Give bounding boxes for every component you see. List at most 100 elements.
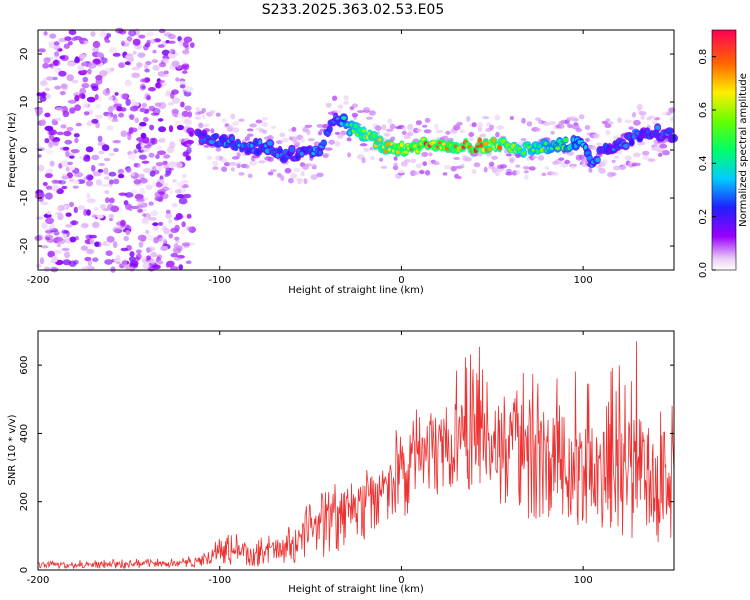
spectrogram-cell <box>379 157 384 162</box>
spectrogram-cell <box>383 132 390 137</box>
spectrogram-cell <box>418 169 425 175</box>
spectrogram-cell <box>357 110 365 113</box>
spectrogram-cell <box>483 166 488 173</box>
spectrogram-cell <box>183 36 193 43</box>
spectrogram-cell <box>488 161 495 167</box>
spectrogram-cell <box>108 152 116 156</box>
spectrogram-cell <box>46 226 54 231</box>
spectrogram-cell <box>91 214 98 218</box>
spectrogram-cell <box>157 79 165 84</box>
spectrogram-cell <box>168 125 174 133</box>
spectrogram-cell <box>96 214 104 219</box>
spectrogram-cell <box>592 133 600 138</box>
spectrogram-cell <box>521 150 526 156</box>
spectrogram-cell <box>618 166 627 170</box>
spectrogram-cell <box>181 110 190 117</box>
spectrogram-cell <box>176 194 185 199</box>
spectrogram-cell <box>409 158 417 164</box>
spectrogram-cell <box>188 131 194 137</box>
spectrogram-cell <box>232 121 240 126</box>
spectrogram-cell <box>43 57 51 64</box>
spectrogram-cell <box>656 148 664 153</box>
spectrogram-cell <box>102 88 111 96</box>
spectrogram-cell <box>363 147 370 152</box>
spectrogram-cell <box>65 150 70 158</box>
spectrogram-cell <box>74 94 80 102</box>
spectrogram-cell <box>255 119 263 124</box>
spectrogram-cell <box>145 184 153 190</box>
spectrogram-cell <box>69 166 75 171</box>
colorbar: 0.0 0.2 0.4 0.6 0.8 Normalized spectral ampl… <box>698 29 749 278</box>
spectrogram-cell <box>172 97 180 104</box>
spectrogram-cell <box>139 177 148 184</box>
spectrogram-cell <box>422 124 428 128</box>
spectrogram-cell <box>125 166 132 173</box>
spectrogram-cell <box>296 177 304 182</box>
spectrogram-cell <box>381 124 387 131</box>
spectrogram-cell <box>617 117 622 124</box>
spectrogram-cell <box>65 212 72 217</box>
spectrogram-cell <box>631 134 636 139</box>
spectrogram-cell <box>642 150 650 156</box>
spectrogram-cell <box>400 161 408 167</box>
spectrogram-cell <box>433 161 440 166</box>
spectrogram-cell <box>445 130 451 135</box>
spectrogram-cell <box>74 137 79 144</box>
spectrogram-cell <box>406 131 414 136</box>
spectrogram-cell <box>100 204 106 210</box>
spectrogram-cell <box>42 181 48 187</box>
spectrogram-cell <box>633 162 641 167</box>
spectrogram-cell <box>572 117 579 122</box>
spectrogram-cell <box>112 140 121 144</box>
spectrogram-cell <box>150 112 160 116</box>
spectrogram-cell <box>66 127 74 131</box>
spectrogram-cell <box>368 110 376 116</box>
spectrogram-cell <box>158 126 167 133</box>
spectrogram-cell <box>168 218 173 224</box>
spectrogram-cell <box>66 62 76 67</box>
spectrogram-cell <box>198 122 204 129</box>
spectrogram-cell <box>230 113 236 120</box>
spectrogram-cell <box>92 40 101 49</box>
spectrogram-cell <box>397 169 406 174</box>
spectrogram-cell <box>92 257 99 263</box>
spectrogram-cell <box>168 233 174 239</box>
spectrogram-cell <box>415 120 422 126</box>
spectrogram-cell <box>139 121 147 127</box>
spectrogram-cell <box>62 233 68 238</box>
spectrogram-cell <box>42 62 50 69</box>
spectrogram-cell <box>482 141 489 146</box>
spectrogram-cell <box>392 165 399 171</box>
spectrogram-y-tick-label: 10 <box>19 96 30 109</box>
spectrogram-cell <box>170 92 175 99</box>
spectrogram-cell <box>186 146 192 154</box>
spectrogram-cell <box>585 137 590 142</box>
spectrogram-cell <box>169 266 179 271</box>
spectrogram-cell <box>92 46 99 53</box>
spectrogram-cell <box>203 123 210 128</box>
spectrogram-cell <box>82 76 89 83</box>
spectrogram-cell <box>341 130 346 135</box>
spectrogram-cell <box>464 157 472 162</box>
spectrogram-cell <box>43 31 48 36</box>
spectrogram-cell <box>343 95 350 101</box>
spectrogram-cell <box>471 122 477 128</box>
spectrogram-cell <box>147 234 154 241</box>
spectrogram-cell <box>108 213 114 219</box>
spectrogram-cell <box>109 179 114 185</box>
spectrogram-cell <box>575 128 582 133</box>
spectrogram-cell <box>466 115 471 122</box>
spectrogram-cell <box>482 116 490 120</box>
spectrogram-cell <box>473 162 481 168</box>
spectrogram-cell <box>45 76 54 81</box>
spectrogram-cell <box>624 119 633 124</box>
spectrogram-cell <box>328 139 336 145</box>
spectrogram-cell <box>58 180 67 185</box>
colorbar-tick-label: 0.0 <box>698 262 709 278</box>
spectrogram-cell <box>118 112 124 118</box>
spectrogram-cell <box>604 123 612 129</box>
spectrogram-cell <box>69 107 76 114</box>
spectrogram-cell <box>171 108 179 114</box>
spectrogram-cell <box>404 158 411 163</box>
spectrogram-cell <box>42 77 47 84</box>
